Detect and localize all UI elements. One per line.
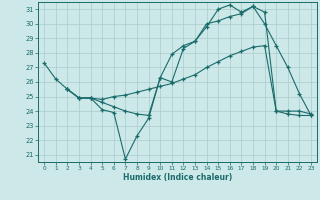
X-axis label: Humidex (Indice chaleur): Humidex (Indice chaleur): [123, 173, 232, 182]
